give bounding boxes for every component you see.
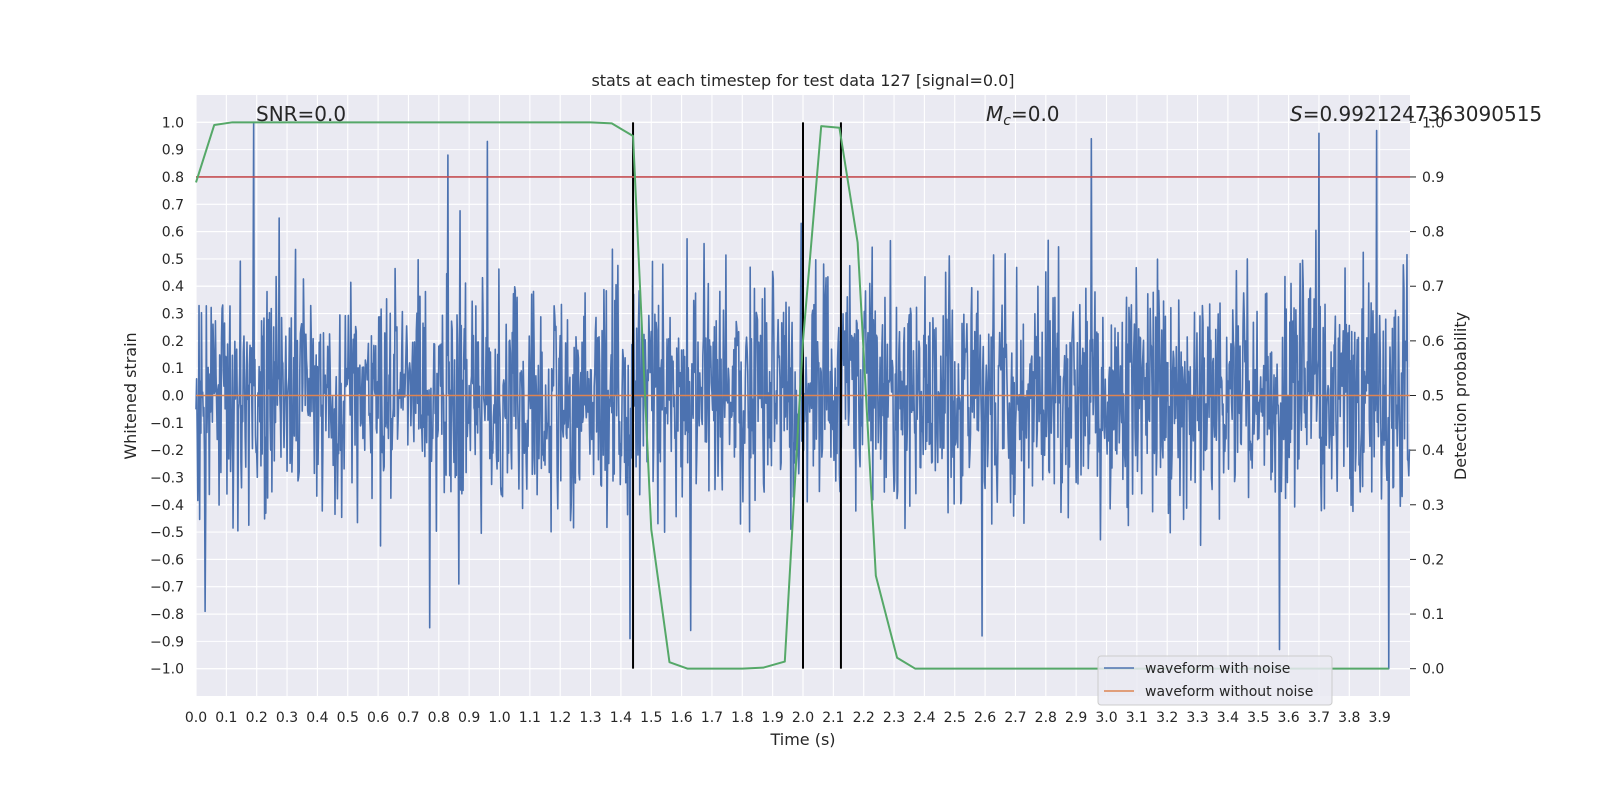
x-axis-label: Time (s) bbox=[769, 730, 835, 749]
x-axis-ticks: 0.0 0.1 0.2 0.3 0.4 0.5 0.6 0.7 0.8 0.9 1.0 1.1 1.2 1… bbox=[185, 710, 1391, 726]
y2-tick-label: 0.2 bbox=[1422, 552, 1444, 568]
x-tick-label: 1.6 bbox=[670, 710, 692, 726]
y-tick-label: −0.5 bbox=[150, 525, 184, 541]
y-tick-label: −0.4 bbox=[150, 498, 184, 514]
y-tick-label: 0.4 bbox=[162, 279, 184, 295]
y-tick-label: 0.0 bbox=[162, 389, 184, 405]
x-tick-label: 3.6 bbox=[1277, 710, 1299, 726]
y2-tick-label: 0.5 bbox=[1422, 389, 1444, 405]
x-tick-label: 2.3 bbox=[883, 710, 905, 726]
x-tick-label: 3.5 bbox=[1247, 710, 1269, 726]
x-tick-label: 3.0 bbox=[1095, 710, 1117, 726]
y2-tick-label: 0.3 bbox=[1422, 498, 1444, 514]
y2-tick-label: 0.4 bbox=[1422, 443, 1444, 459]
y-tick-label: −1.0 bbox=[150, 662, 184, 678]
annotation-mc-subscript: c bbox=[1003, 113, 1011, 129]
detection-probability-line bbox=[195, 121, 1389, 670]
y2-axis-ticks: 1.0 0.9 0.8 0.7 0.6 0.5 0.4 0.3 0.2 0.1 0.0 bbox=[1410, 115, 1444, 678]
annotation-s-value: =0.9921247363090515 bbox=[1303, 102, 1542, 126]
x-tick-label: 3.1 bbox=[1126, 710, 1148, 726]
x-tick-label: 3.4 bbox=[1217, 710, 1239, 726]
y-tick-label: −0.8 bbox=[150, 607, 184, 623]
x-tick-label: 2.8 bbox=[1035, 710, 1057, 726]
x-tick-label: 1.0 bbox=[488, 710, 510, 726]
x-tick-label: 1.7 bbox=[701, 710, 723, 726]
y-tick-label: 0.2 bbox=[162, 334, 184, 350]
annotation-mc-symbol: M bbox=[986, 102, 1003, 126]
x-tick-label: 3.3 bbox=[1186, 710, 1208, 726]
chart-title: stats at each timestep for test data 127… bbox=[591, 71, 1014, 90]
y2-tick-label: 0.6 bbox=[1422, 334, 1444, 350]
y-tick-label: −0.3 bbox=[150, 470, 184, 486]
y-tick-label: 0.9 bbox=[162, 143, 184, 159]
legend-label-noise: waveform with noise bbox=[1145, 661, 1290, 677]
x-tick-label: 1.2 bbox=[549, 710, 571, 726]
y-tick-label: −0.9 bbox=[150, 634, 184, 650]
annotation-snr: SNR=0.0 bbox=[256, 102, 346, 126]
x-tick-label: 3.7 bbox=[1308, 710, 1330, 726]
x-tick-label: 1.1 bbox=[519, 710, 541, 726]
x-tick-label: 3.8 bbox=[1338, 710, 1360, 726]
x-tick-label: 0.1 bbox=[215, 710, 237, 726]
legend-label-clean: waveform without noise bbox=[1145, 684, 1313, 700]
x-tick-label: 1.5 bbox=[640, 710, 662, 726]
x-tick-label: 1.8 bbox=[731, 710, 753, 726]
x-tick-label: 0.4 bbox=[306, 710, 328, 726]
y2-axis-label: Detection probability bbox=[1451, 312, 1470, 480]
y2-tick-label: 1.0 bbox=[1422, 115, 1444, 131]
y-axis-label: Whitened strain bbox=[121, 332, 140, 459]
annotation-mc: Mc=0.0 bbox=[986, 102, 1060, 129]
x-tick-label: 0.3 bbox=[276, 710, 298, 726]
legend-box bbox=[1097, 655, 1333, 706]
x-tick-label: 3.2 bbox=[1156, 710, 1178, 726]
y-tick-label: −0.2 bbox=[150, 443, 184, 459]
x-tick-label: 2.2 bbox=[853, 710, 875, 726]
y-tick-label: 0.7 bbox=[162, 197, 184, 213]
x-tick-label: 0.0 bbox=[185, 710, 207, 726]
series-detection-probability bbox=[195, 121, 1389, 670]
y-tick-label: 0.5 bbox=[162, 252, 184, 268]
annotation-s-symbol: S bbox=[1290, 102, 1303, 126]
x-tick-label: 0.9 bbox=[458, 710, 480, 726]
x-tick-label: 2.7 bbox=[1004, 710, 1026, 726]
y2-tick-label: 0.9 bbox=[1422, 170, 1444, 186]
y-axis-ticks: 1.0 0.9 0.8 0.7 0.6 0.5 0.4 0.3 0.2 0.1 0.0 −0.1 −0.… bbox=[150, 115, 184, 677]
y-tick-label: 0.8 bbox=[162, 170, 184, 186]
x-tick-label: 0.5 bbox=[337, 710, 359, 726]
y-tick-label: −0.6 bbox=[150, 552, 184, 568]
x-tick-label: 1.3 bbox=[579, 710, 601, 726]
vertical-markers bbox=[632, 122, 842, 669]
y-tick-label: 0.6 bbox=[162, 225, 184, 241]
x-tick-label: 2.4 bbox=[913, 710, 935, 726]
x-tick-label: 0.8 bbox=[428, 710, 450, 726]
annotation-s: S=0.9921247363090515 bbox=[1290, 102, 1542, 126]
x-tick-label: 3.9 bbox=[1369, 710, 1391, 726]
y-tick-label: 1.0 bbox=[162, 115, 184, 131]
x-tick-label: 2.0 bbox=[792, 710, 814, 726]
legend: waveform with noise waveform without noi… bbox=[1097, 655, 1333, 706]
x-tick-label: 0.2 bbox=[246, 710, 268, 726]
x-tick-label: 0.7 bbox=[397, 710, 419, 726]
y2-tick-label: 0.0 bbox=[1422, 662, 1444, 678]
y2-tick-label: 0.1 bbox=[1422, 607, 1444, 623]
y2-tick-label: 0.7 bbox=[1422, 279, 1444, 295]
x-tick-label: 2.5 bbox=[944, 710, 966, 726]
annotation-mc-value: =0.0 bbox=[1011, 102, 1060, 126]
y-tick-label: −0.7 bbox=[150, 580, 184, 596]
x-tick-label: 2.1 bbox=[822, 710, 844, 726]
y-tick-label: 0.1 bbox=[162, 361, 184, 377]
y-tick-label: −0.1 bbox=[150, 416, 184, 432]
x-tick-label: 1.4 bbox=[610, 710, 632, 726]
x-tick-label: 2.9 bbox=[1065, 710, 1087, 726]
y-tick-label: 0.3 bbox=[162, 307, 184, 323]
x-tick-label: 1.9 bbox=[762, 710, 784, 726]
x-tick-label: 0.6 bbox=[367, 710, 389, 726]
y2-tick-label: 0.8 bbox=[1422, 225, 1444, 241]
x-tick-label: 2.6 bbox=[974, 710, 996, 726]
